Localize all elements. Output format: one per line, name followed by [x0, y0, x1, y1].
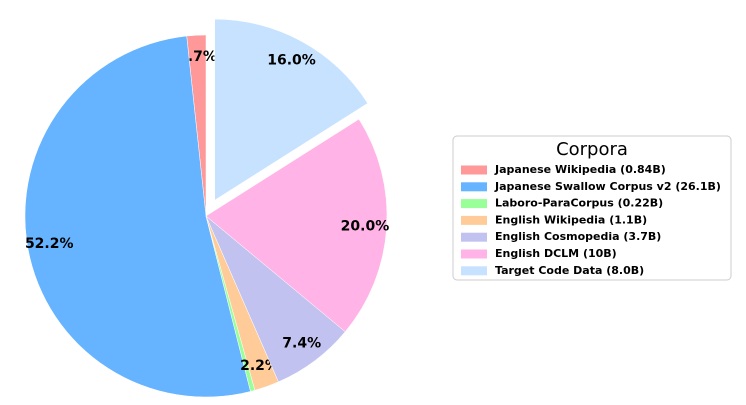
legend-label: Japanese Swallow Corpus v2 (26.1B) [494, 180, 721, 193]
value-label: 16.0% [267, 53, 316, 69]
pie: 1.7%52.2%2.2%7.4%20.0%16.0% [24, 18, 390, 398]
legend-swatch [461, 165, 487, 175]
legend-title: Corpora [556, 139, 628, 160]
pie-slice [24, 35, 251, 398]
pie-slice [205, 118, 388, 333]
pie-slice [214, 18, 368, 201]
value-label: 2.2% [240, 358, 279, 374]
value-label: 20.0% [341, 218, 390, 234]
value-label: 52.2% [25, 236, 74, 252]
legend-swatch [461, 182, 487, 192]
legend-label: English Wikipedia (1.1B) [495, 213, 647, 226]
legend-label: Target Code Data (8.0B) [495, 264, 644, 277]
legend: Corpora Japanese Wikipedia (0.84B) Japane… [452, 135, 732, 281]
legend-swatch [461, 232, 487, 242]
legend-swatch [461, 215, 487, 225]
legend-label: Laboro-ParaCorpus (0.22B) [495, 197, 663, 210]
legend-swatch [461, 249, 487, 259]
legend-box [452, 135, 732, 281]
legend-swatch [461, 199, 487, 209]
legend-label: English DCLM (10B) [495, 247, 617, 260]
legend-swatch [461, 266, 487, 276]
legend-label: Japanese Wikipedia (0.84B) [494, 163, 666, 176]
legend-label: English Cosmopedia (3.7B) [495, 230, 661, 243]
value-label: 7.4% [282, 335, 321, 351]
